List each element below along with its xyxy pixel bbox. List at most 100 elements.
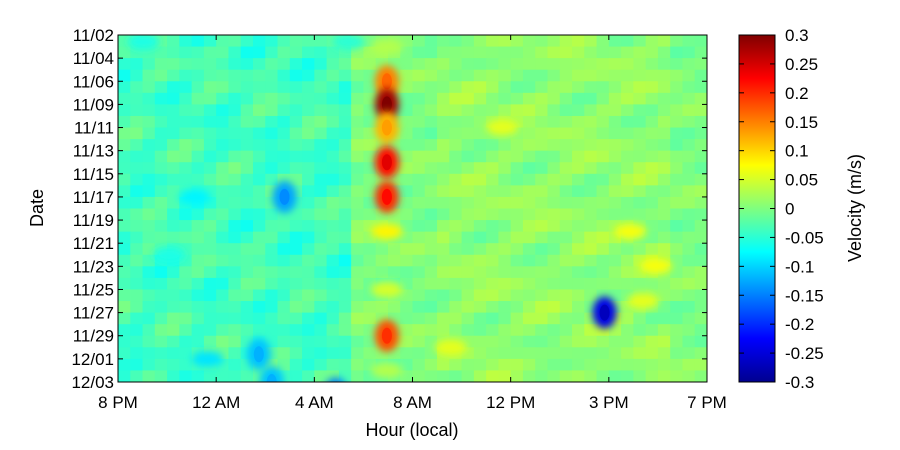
- heatmap-cell: [498, 104, 512, 117]
- heatmap-cell: [535, 208, 549, 221]
- heatmap-cell: [130, 115, 144, 129]
- heatmap-cell: [461, 370, 475, 382]
- heatmap-cell: [400, 324, 414, 337]
- heatmap-cell: [277, 335, 291, 348]
- heatmap-cell: [289, 81, 303, 94]
- heatmap-cell: [584, 69, 598, 82]
- heatmap-cell: [572, 185, 585, 198]
- heatmap-cell: [633, 127, 647, 140]
- heatmap-feature-core: [381, 119, 392, 136]
- heatmap-cell: [596, 358, 610, 372]
- heatmap-cell: [326, 266, 340, 279]
- heatmap-cell: [302, 92, 315, 105]
- heatmap-feature: [639, 258, 672, 275]
- heatmap-cell: [657, 335, 671, 348]
- heatmap-cell: [657, 312, 671, 325]
- heatmap-cell: [130, 312, 144, 325]
- heatmap-cell: [449, 301, 463, 314]
- heatmap-cell: [191, 150, 205, 163]
- heatmap-cell: [596, 266, 610, 279]
- heatmap-cell: [118, 358, 131, 372]
- heatmap-cell: [277, 370, 291, 382]
- heatmap-cell: [191, 324, 205, 337]
- heatmap-cell: [547, 289, 561, 302]
- heatmap-cell: [559, 266, 573, 279]
- heatmap-cell: [572, 46, 585, 59]
- heatmap-cell: [154, 231, 168, 244]
- heatmap-cell: [400, 289, 414, 302]
- heatmap-cell: [645, 139, 659, 152]
- heatmap-cell: [118, 139, 131, 152]
- heatmap-feature-core: [279, 188, 290, 205]
- y-tick-label: 11/17: [73, 188, 114, 207]
- heatmap-feature-core: [253, 346, 264, 363]
- heatmap-cell: [559, 185, 573, 198]
- heatmap-cell: [338, 220, 352, 233]
- heatmap-cell: [338, 185, 352, 198]
- heatmap-cell: [289, 289, 303, 302]
- heatmap-cell: [645, 162, 659, 175]
- heatmap-cell: [326, 162, 340, 175]
- heatmap-cell: [437, 196, 450, 210]
- heatmap-cell: [240, 127, 254, 140]
- heatmap-cell: [351, 347, 365, 360]
- heatmap-cell: [510, 46, 524, 59]
- heatmap-cell: [584, 208, 598, 221]
- heatmap-cell: [216, 289, 230, 302]
- heatmap-cell: [608, 92, 622, 105]
- heatmap-cell: [351, 115, 365, 129]
- heatmap-cell: [118, 127, 131, 140]
- heatmap-cell: [522, 139, 536, 152]
- heatmap-cell: [682, 185, 696, 198]
- heatmap-cell: [167, 370, 180, 382]
- heatmap-cell: [584, 254, 598, 267]
- heatmap-cell: [326, 92, 340, 105]
- heatmap-cell: [130, 162, 144, 175]
- heatmap-cell: [657, 358, 671, 372]
- heatmap-cell: [130, 335, 144, 348]
- heatmap-cell: [461, 196, 475, 210]
- heatmap-cell: [216, 254, 230, 267]
- heatmap-cell: [412, 81, 426, 94]
- heatmap-cell: [645, 347, 659, 360]
- heatmap-cell: [670, 58, 684, 71]
- heatmap-cell: [265, 162, 279, 175]
- heatmap-cell: [682, 196, 696, 210]
- heatmap-cell: [449, 220, 463, 233]
- colorbar-tick-label: -0.3: [785, 373, 814, 392]
- heatmap-cell: [203, 220, 217, 233]
- heatmap-cell: [338, 115, 352, 129]
- heatmap-cell: [670, 46, 684, 59]
- colorbar-tick-label: 0.3: [785, 26, 809, 45]
- heatmap-cell: [216, 185, 230, 198]
- heatmap-cell: [498, 139, 512, 152]
- heatmap-cell: [486, 104, 499, 117]
- heatmap-cell: [338, 370, 352, 382]
- heatmap-cell: [216, 127, 230, 140]
- heatmap-cell: [424, 277, 438, 291]
- heatmap-cell: [400, 220, 414, 233]
- heatmap-cell: [694, 35, 707, 48]
- heatmap-cell: [314, 289, 328, 302]
- colorbar-tick-label: 0.05: [785, 171, 818, 190]
- heatmap-cell: [682, 324, 696, 337]
- heatmap-cell: [351, 254, 365, 267]
- heatmap-cell: [252, 81, 266, 94]
- y-tick-label: 11/13: [73, 142, 114, 161]
- heatmap-cell: [498, 266, 512, 279]
- heatmap-cell: [277, 92, 291, 105]
- heatmap-cell: [130, 289, 144, 302]
- heatmap-feature: [614, 223, 647, 240]
- heatmap-cell: [498, 324, 512, 337]
- heatmap-cell: [240, 115, 254, 129]
- heatmap-cell: [191, 139, 205, 152]
- heatmap-cell: [142, 277, 156, 291]
- heatmap-cell: [424, 104, 438, 117]
- heatmap-cell: [621, 104, 634, 117]
- heatmap-cell: [167, 196, 180, 210]
- heatmap-cell: [191, 301, 205, 314]
- heatmap-cell: [572, 220, 585, 233]
- heatmap-feature-core: [381, 327, 392, 344]
- heatmap-cell: [400, 127, 414, 140]
- heatmap-cell: [400, 196, 414, 210]
